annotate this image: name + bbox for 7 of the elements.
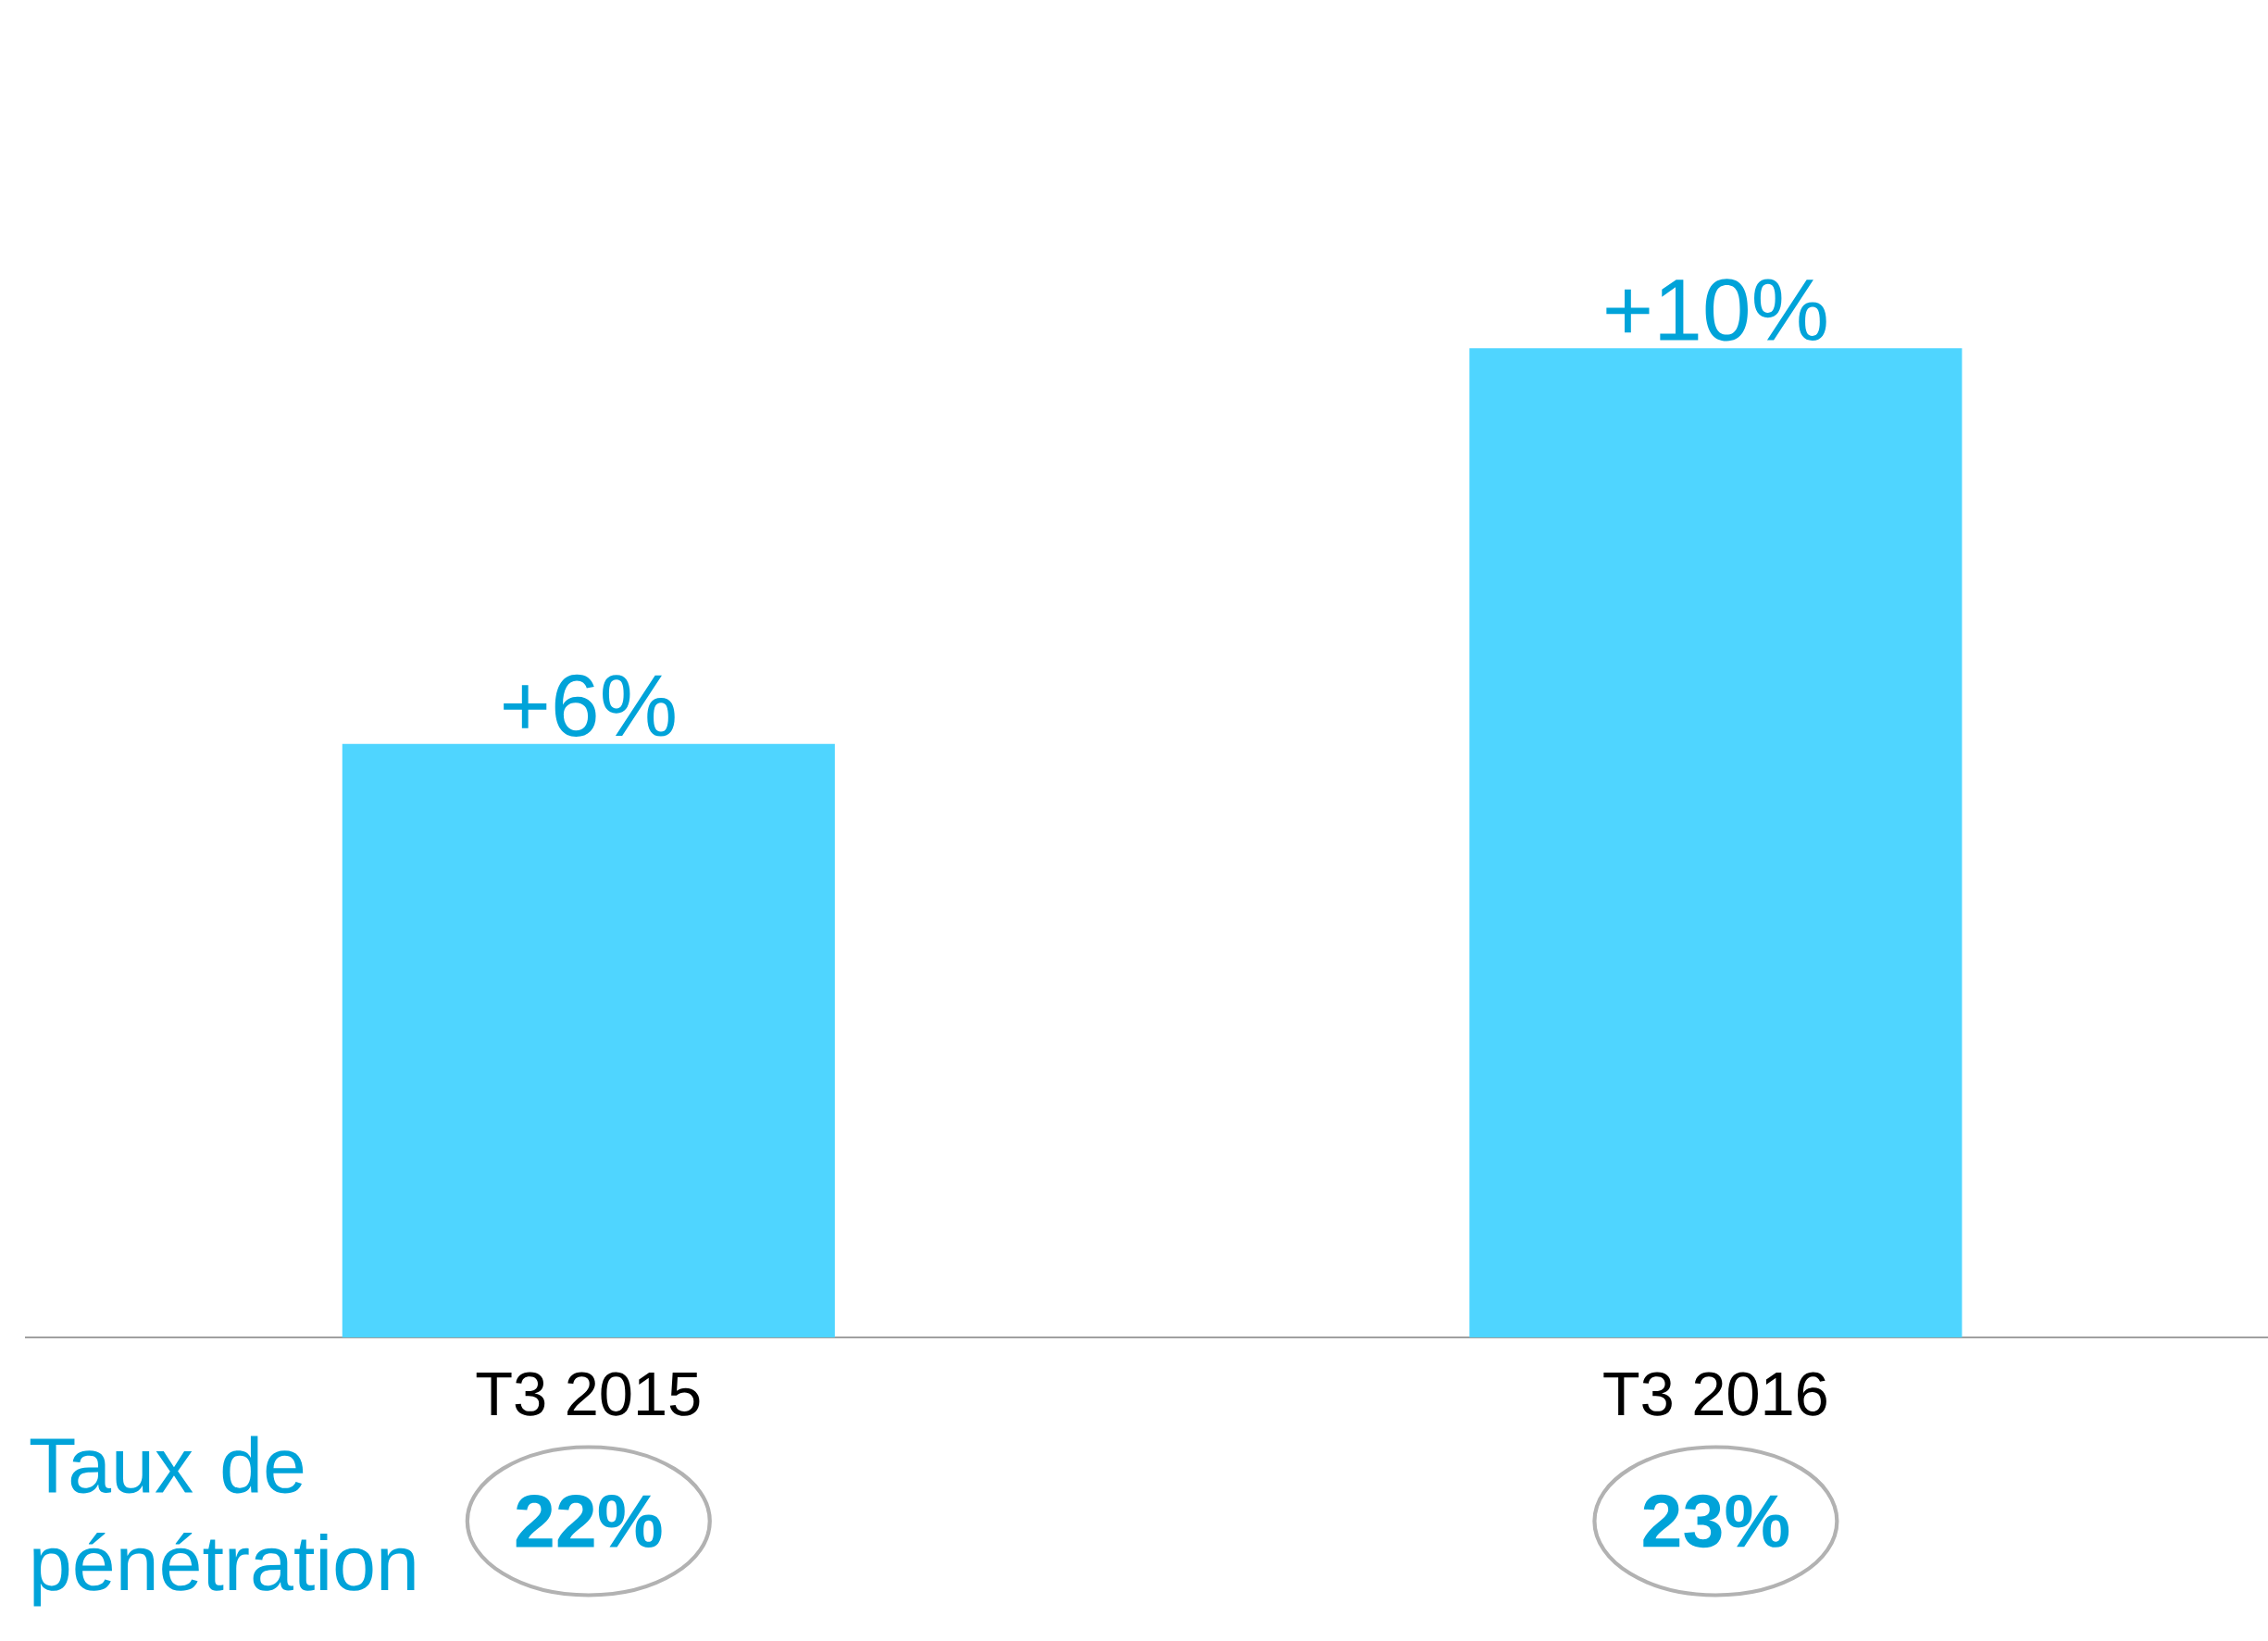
x-tick-label: T3 2015 <box>476 1372 700 1416</box>
x-tick-label: T3 2016 <box>1603 1372 1826 1416</box>
text: 22% <box>516 1494 662 1548</box>
data-label: +6% <box>504 674 675 737</box>
text: 23% <box>1643 1494 1789 1548</box>
text: Taux de pénétration <box>30 1436 415 1607</box>
data-label: +10% <box>1606 279 1826 342</box>
